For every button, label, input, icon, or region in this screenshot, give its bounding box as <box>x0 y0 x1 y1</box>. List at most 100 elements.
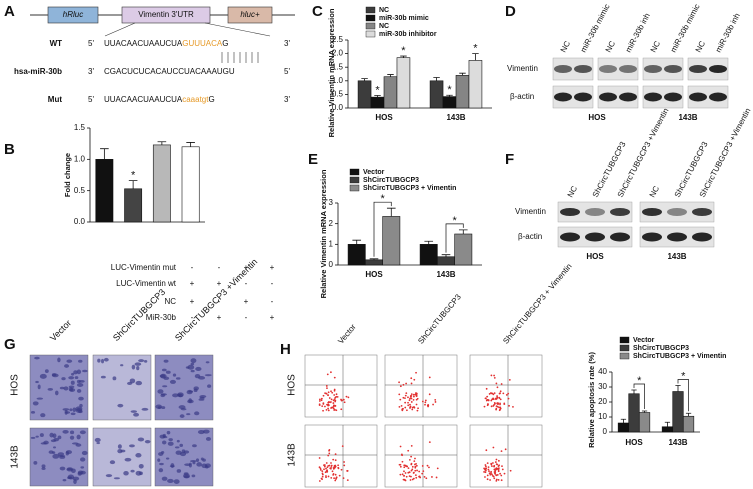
bar <box>365 259 383 266</box>
band <box>574 92 592 102</box>
cell <box>174 446 180 449</box>
event <box>333 404 335 407</box>
y-tick-label: 30 <box>598 382 607 391</box>
event <box>398 405 401 408</box>
cell <box>167 478 174 484</box>
cell <box>135 453 142 458</box>
event <box>327 409 330 412</box>
cell <box>130 469 135 473</box>
cell <box>168 438 173 442</box>
event <box>399 385 402 388</box>
event <box>402 407 404 410</box>
lane-label: NC <box>566 184 579 199</box>
cell <box>178 405 186 410</box>
event <box>495 382 498 385</box>
cell <box>196 462 203 467</box>
event <box>327 464 330 467</box>
cell <box>202 429 210 434</box>
event <box>489 479 491 481</box>
event <box>330 406 333 409</box>
condition-sign: - <box>271 279 274 288</box>
event <box>321 478 323 481</box>
event <box>407 401 409 404</box>
cell <box>62 429 69 434</box>
flow-plot <box>304 424 378 488</box>
event <box>428 393 431 396</box>
event <box>332 467 335 470</box>
cell <box>120 364 124 367</box>
event <box>483 467 486 470</box>
event <box>494 468 497 471</box>
cell <box>35 435 39 438</box>
event <box>409 479 412 481</box>
cell <box>64 410 68 415</box>
cell <box>190 362 195 366</box>
event <box>499 392 501 395</box>
event <box>509 469 512 472</box>
legend-swatch <box>365 30 376 38</box>
cell <box>109 460 116 465</box>
event <box>413 460 416 463</box>
event <box>484 464 487 466</box>
event <box>342 398 345 401</box>
cell <box>103 357 109 362</box>
event <box>399 465 402 468</box>
event <box>415 371 417 374</box>
cell <box>40 413 46 418</box>
event <box>318 480 321 482</box>
condition-sign: - <box>271 297 274 306</box>
event <box>332 407 335 410</box>
cell <box>135 380 143 386</box>
cell <box>133 412 139 417</box>
cell <box>170 463 175 468</box>
event <box>490 405 493 408</box>
event <box>335 395 338 398</box>
condition-label: LUC-Vimentin wt <box>116 279 177 288</box>
cell <box>69 408 73 412</box>
event <box>486 404 489 407</box>
legend-swatch <box>365 22 376 30</box>
y-tick-label: 2 <box>329 219 334 228</box>
x-tick-label: HOS <box>625 438 643 447</box>
cell <box>105 474 113 478</box>
band <box>619 65 637 73</box>
error-bar <box>361 78 368 81</box>
cell-label: HOS <box>588 113 606 122</box>
cell <box>134 362 142 366</box>
x-tick-label: HOS <box>365 270 383 279</box>
cell <box>59 466 66 471</box>
cell <box>66 359 73 363</box>
event <box>415 464 418 467</box>
cell <box>67 476 71 480</box>
event <box>491 392 494 395</box>
event <box>337 464 340 467</box>
event <box>410 377 413 380</box>
y-tick-label: 0 <box>603 427 608 436</box>
bar <box>383 76 398 109</box>
seq-end: 3' <box>88 67 94 76</box>
y-tick-label: 1.0 <box>332 76 344 85</box>
band <box>644 65 662 73</box>
event <box>486 462 489 465</box>
significance: * <box>131 170 136 182</box>
band <box>599 92 617 102</box>
event <box>487 468 490 471</box>
cell <box>30 411 36 414</box>
bar <box>682 415 695 433</box>
significance-bracket <box>373 201 392 257</box>
legend-label: ShCircTUBGCP3 <box>363 177 419 184</box>
condition-sign: + <box>190 297 195 306</box>
legend-label: ShCircTUBGCP3 <box>633 345 689 352</box>
cell <box>188 390 194 393</box>
event <box>487 399 490 401</box>
event <box>334 459 337 462</box>
cell <box>30 436 36 439</box>
cell <box>36 397 44 400</box>
cell <box>43 440 49 445</box>
panel-letter: G <box>4 336 16 353</box>
event <box>401 473 404 476</box>
cell <box>124 457 132 462</box>
band <box>554 65 572 73</box>
event <box>407 396 409 399</box>
legend-swatch <box>349 184 360 192</box>
